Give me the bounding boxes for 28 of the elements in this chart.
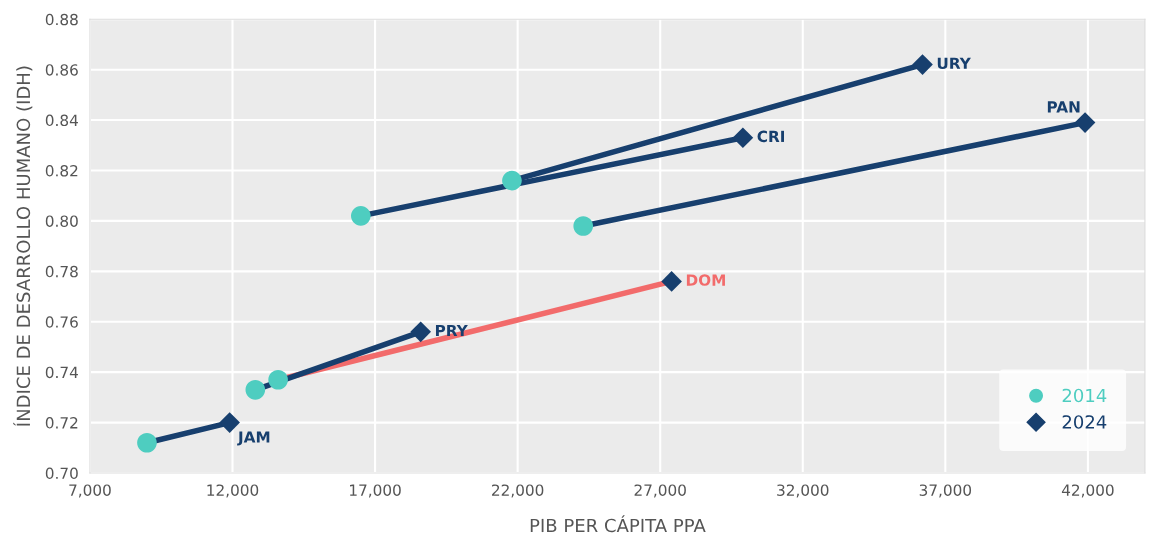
legend-label: 2024 bbox=[1062, 415, 1107, 429]
series-label: JAM bbox=[237, 431, 270, 446]
y-tick-label: 0.84 bbox=[45, 114, 78, 127]
x-tick-label: 12,000 bbox=[207, 484, 259, 498]
y-tick-label: 0.82 bbox=[45, 164, 78, 177]
y-tick-label: 0.78 bbox=[45, 265, 78, 278]
y-tick-label: 0.72 bbox=[45, 417, 78, 429]
y-tick-label: 0.70 bbox=[45, 467, 78, 480]
series-label: CRI bbox=[757, 130, 785, 143]
y-tick-label: 0.80 bbox=[45, 215, 78, 227]
series-label: URY bbox=[937, 57, 971, 70]
x-tick-label: 32,000 bbox=[777, 484, 829, 498]
y-tick-label: 0.88 bbox=[45, 13, 78, 26]
x-tick-label: 17,000 bbox=[350, 484, 401, 498]
y-tick-label: 0.76 bbox=[45, 316, 78, 328]
x-tick-label: 37,000 bbox=[919, 484, 972, 498]
x-tick-label: 27,000 bbox=[634, 484, 686, 498]
x-axis-title: PIB PER CÁPITA PPA bbox=[530, 515, 706, 533]
x-tick-label: 42,000 bbox=[1061, 484, 1114, 498]
legend-label: 2014 bbox=[1062, 388, 1107, 403]
y-axis-title: ÍNDICE DE DESARROLLO HUMANO (IDH) bbox=[13, 66, 33, 426]
x-tick-label: 22,000 bbox=[492, 484, 544, 498]
y-tick-label: 0.74 bbox=[45, 366, 78, 379]
series-label: DOM bbox=[686, 274, 725, 286]
x-tick-label: 7,000 bbox=[69, 484, 111, 498]
y-tick-label: 0.86 bbox=[45, 64, 78, 76]
series-label: PAN bbox=[1047, 101, 1080, 113]
series-label: PRY bbox=[435, 324, 468, 337]
